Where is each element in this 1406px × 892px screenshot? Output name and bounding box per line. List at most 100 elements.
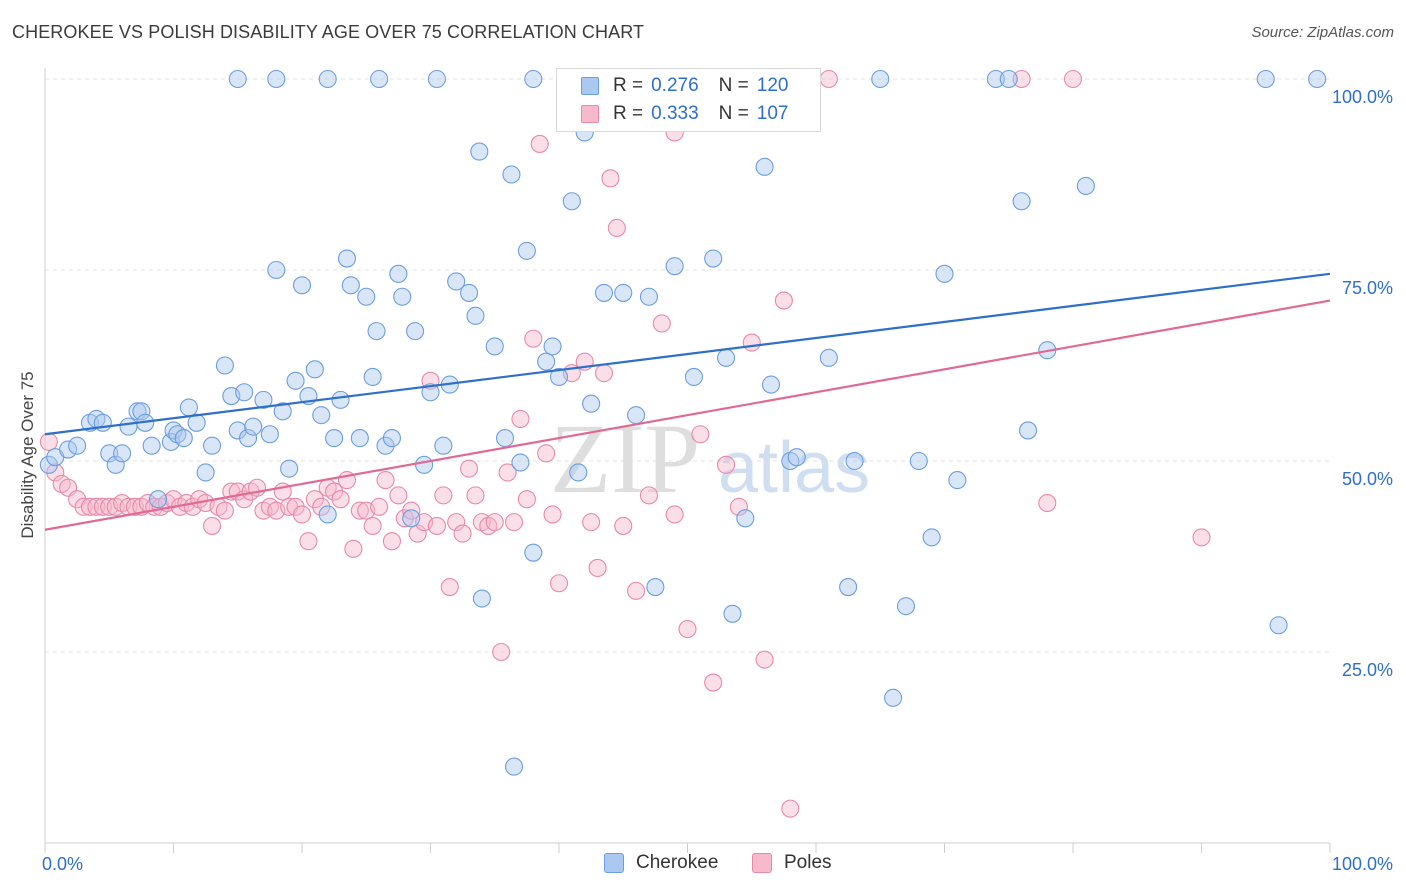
cherokee-point xyxy=(896,597,916,616)
poles-point xyxy=(453,524,472,543)
poles-point xyxy=(614,516,633,535)
cherokee-point xyxy=(260,425,279,444)
source-label: Source: ZipAtlas.com xyxy=(1251,24,1394,41)
cherokee-point xyxy=(517,241,536,260)
poles-point xyxy=(305,490,324,509)
poles-point xyxy=(312,497,331,516)
poles-point xyxy=(665,505,684,524)
cherokee-point xyxy=(149,490,168,509)
cherokee-point xyxy=(363,367,382,387)
trend-lines xyxy=(44,272,1331,531)
cherokee-point xyxy=(337,249,357,268)
cherokee-points xyxy=(39,69,1327,776)
cherokee-point xyxy=(543,337,562,356)
cherokee-point xyxy=(755,157,774,176)
cherokee-point xyxy=(376,436,395,455)
cherokee-point xyxy=(716,348,736,367)
poles-point xyxy=(389,486,408,505)
cherokee-point xyxy=(1018,421,1038,440)
cherokee-point xyxy=(723,604,742,623)
cherokee-trend-line xyxy=(44,272,1331,436)
cherokee-point xyxy=(196,463,215,482)
legend-row-cherokee: R = 0.276 N = 120 xyxy=(581,71,788,101)
poles-point xyxy=(376,471,395,490)
n-value: 107 xyxy=(756,103,789,124)
cherokee-point xyxy=(421,383,440,402)
legend-row-poles: R = 0.333 N = 107 xyxy=(581,99,788,129)
poles-point xyxy=(627,581,646,600)
cherokee-point xyxy=(1076,176,1095,196)
poles-point xyxy=(1192,528,1211,547)
legend-label: Cherokee xyxy=(636,852,719,873)
poles-point xyxy=(402,501,421,520)
poles-point xyxy=(350,501,369,520)
poles-swatch xyxy=(581,105,599,123)
cherokee-point xyxy=(273,402,292,421)
cherokee-point xyxy=(845,451,864,471)
cherokee-point xyxy=(119,417,138,436)
cherokee-point xyxy=(819,348,838,367)
cherokee-point xyxy=(1308,69,1327,89)
cherokee-point xyxy=(502,165,521,184)
cherokee-point xyxy=(203,436,222,455)
cherokee-swatch xyxy=(604,853,624,873)
poles-point xyxy=(74,497,93,516)
cherokee-point xyxy=(665,257,684,276)
cherokee-point xyxy=(406,322,425,341)
poles-point xyxy=(781,799,800,818)
y-tick-label: 100.0% xyxy=(1332,87,1393,107)
poles-point xyxy=(427,516,446,535)
poles-point xyxy=(440,578,459,597)
cherokee-point xyxy=(524,543,543,562)
poles-point xyxy=(537,444,556,463)
poles-point xyxy=(716,455,736,474)
poles-point xyxy=(382,532,402,551)
cherokee-point xyxy=(318,69,337,89)
cherokee-point xyxy=(292,276,312,295)
cherokee-point xyxy=(562,192,581,211)
cherokee-point xyxy=(736,509,755,528)
cherokee-point xyxy=(39,455,58,474)
poles-point xyxy=(549,574,569,593)
cherokee-point xyxy=(228,421,247,440)
cherokee-point xyxy=(370,69,389,89)
poles-point xyxy=(408,524,427,543)
cherokee-point xyxy=(1012,192,1031,211)
poles-point xyxy=(601,169,620,188)
poles-point xyxy=(498,463,517,482)
r-value: 0.276 xyxy=(651,75,699,96)
cherokee-point xyxy=(549,367,569,387)
cherokee-point xyxy=(922,528,941,547)
cherokee-point xyxy=(1269,616,1288,635)
poles-point xyxy=(325,482,344,501)
cherokee-point xyxy=(389,264,408,283)
cherokee-point xyxy=(382,429,402,448)
poles-point xyxy=(466,486,485,505)
cherokee-point xyxy=(415,455,434,474)
poles-point xyxy=(459,459,479,478)
poles-point xyxy=(299,532,318,551)
legend-item-poles: Poles xyxy=(752,852,832,874)
cherokee-point xyxy=(646,578,665,597)
cherokee-point xyxy=(325,429,344,448)
poles-swatch xyxy=(752,853,772,873)
legend-item-cherokee: Cherokee xyxy=(604,852,718,874)
poles-point xyxy=(774,291,793,310)
poles-point xyxy=(524,329,543,348)
cherokee-point xyxy=(100,444,119,463)
poles-point xyxy=(607,218,626,238)
poles-point xyxy=(691,425,710,444)
poles-point xyxy=(363,516,382,535)
cherokee-point xyxy=(357,287,376,306)
cherokee-point xyxy=(142,436,161,455)
grid-lines xyxy=(45,78,1330,653)
poles-point xyxy=(819,69,838,89)
axes xyxy=(44,68,1331,853)
tick-labels: 25.0% 50.0% 75.0% 100.0% 0.0% 100.0% xyxy=(42,87,1393,874)
poles-point xyxy=(87,497,106,516)
cherokee-point xyxy=(472,589,491,608)
cherokee-point xyxy=(495,429,515,448)
cherokee-point xyxy=(68,436,87,455)
cherokee-point xyxy=(639,287,659,306)
